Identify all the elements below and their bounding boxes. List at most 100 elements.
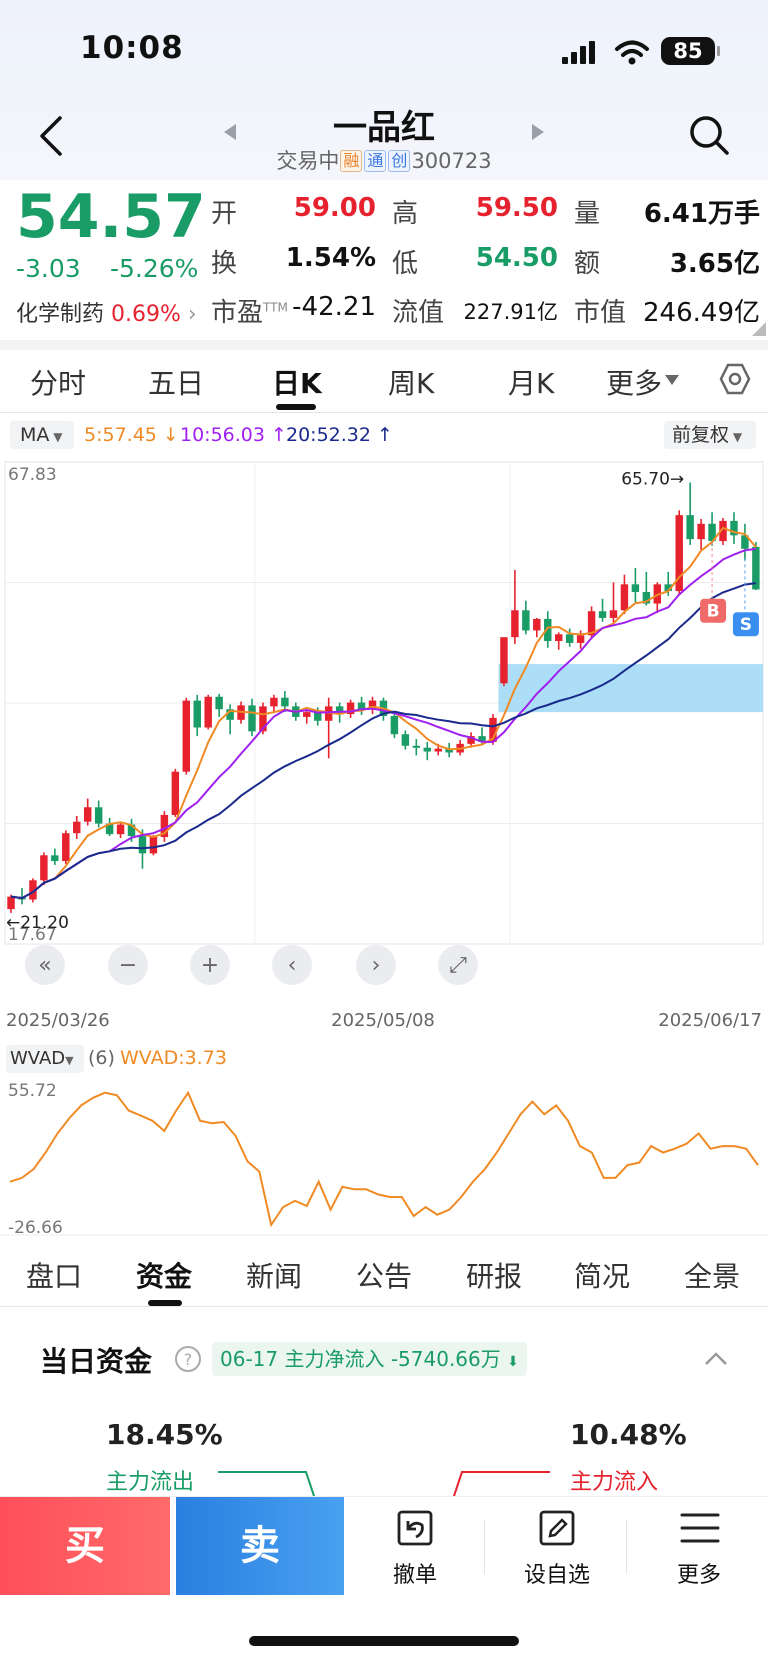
rewind-icon-bg (25, 945, 65, 985)
candle-body (193, 700, 201, 728)
candle-body (116, 824, 125, 835)
price-change: -3.03 (16, 254, 81, 283)
amount-label: 额 (574, 249, 601, 279)
candle-body (609, 610, 618, 618)
more-button[interactable]: 更多 (634, 1505, 764, 1590)
next-stock-icon[interactable] (530, 122, 546, 142)
candle-body (533, 618, 541, 631)
tab-intraday[interactable]: 分时 (30, 367, 87, 400)
wvad-chart: 55.72 -26.66 (0, 1081, 768, 1238)
candle-body (642, 592, 651, 604)
sector-link[interactable]: 化学制药 0.69% › (16, 296, 197, 328)
cancel-order-button[interactable]: 撤单 (350, 1505, 480, 1590)
wifi-icon (615, 40, 649, 65)
market-cap-value: 246.49亿 (643, 298, 760, 328)
stock-subtitle: 交易中融通创 300723 (0, 145, 768, 175)
tab-monthly-k[interactable]: 月K (508, 367, 555, 400)
low-value: 54.50 (475, 243, 558, 273)
ma10-line (10, 547, 757, 900)
high-label: 高 (392, 199, 419, 229)
chart-settings-icon[interactable] (718, 362, 752, 396)
candle-body (719, 520, 727, 542)
more-label: 更多 (676, 1563, 721, 1588)
tab-profile[interactable]: 简况 (574, 1260, 631, 1293)
tab-overview[interactable]: 全景 (684, 1260, 741, 1293)
candle-body (40, 855, 48, 881)
candle-body (467, 736, 475, 744)
buy-mark-label: B (707, 602, 720, 622)
tab-handicap[interactable]: 盘口 (26, 1260, 83, 1293)
tab-research[interactable]: 研报 (466, 1260, 523, 1293)
candle-body (412, 745, 421, 748)
candle-body (62, 833, 70, 862)
candle-body (368, 700, 377, 710)
help-icon[interactable]: ? (174, 1345, 202, 1373)
scroll-right-icon-button[interactable]: › (356, 945, 396, 985)
tab-weekly-k[interactable]: 周K (388, 367, 435, 400)
scroll-left-icon-button[interactable]: ‹ (272, 945, 312, 985)
candle-body (7, 896, 15, 910)
back-icon[interactable] (36, 115, 64, 157)
ma-selector[interactable]: MA ▼ (10, 421, 74, 449)
tab-more[interactable]: 更多 (606, 367, 663, 400)
rewind-icon-button[interactable]: « (25, 945, 65, 985)
sector-name: 化学制药 (16, 302, 105, 327)
add-watchlist-label: 设自选 (523, 1563, 590, 1588)
ma20-line (10, 582, 757, 900)
buy-button[interactable]: 买 (0, 1497, 170, 1595)
kline-chart[interactable]: 67.83 17.67 65.70→ ←21.20 BS « − + ‹ › ⤢ 2025/03/26… (0, 458, 768, 1038)
indicator-selector[interactable]: WVAD▼ (6, 1045, 84, 1073)
candle-body (752, 546, 760, 590)
toolbar-divider (484, 1520, 485, 1574)
sell-button[interactable]: 卖 (176, 1497, 344, 1595)
scroll-right-icon: › (372, 953, 381, 978)
float-cap-label: 流值 (392, 298, 445, 328)
tab-funds[interactable]: 资金 (136, 1260, 193, 1293)
section-divider (0, 340, 768, 350)
collapse-icon[interactable] (704, 1350, 728, 1366)
scroll-right-icon-bg (356, 945, 396, 985)
fullscreen-icon-button[interactable]: ⤢ (438, 945, 478, 985)
scroll-left-icon: ‹ (288, 953, 297, 978)
prev-stock-icon[interactable] (222, 122, 238, 142)
cancel-order-icon (397, 1510, 433, 1546)
candle-body (686, 515, 694, 540)
open-value: 59.00 (293, 193, 376, 223)
candle-body (423, 747, 431, 752)
wvad-param: (6) (88, 1047, 115, 1069)
candle-body (631, 584, 640, 593)
active-tab-indicator (276, 404, 316, 410)
candle-body (204, 696, 212, 728)
turnover-label: 换 (211, 249, 238, 279)
x-date-label: 2025/06/17 (658, 1010, 762, 1031)
candle-body (390, 715, 399, 735)
low-marker: ←21.20 (6, 913, 69, 933)
tag-margin: 融 (340, 150, 363, 172)
tab-five-day[interactable]: 五日 (148, 367, 205, 400)
sell-mark-label: S (740, 615, 752, 635)
add-watchlist-button[interactable]: 设自选 (492, 1505, 622, 1590)
candle-body (741, 535, 749, 549)
tab-announcements[interactable]: 公告 (356, 1260, 413, 1293)
svg-text:?: ? (184, 1350, 193, 1369)
volume-label: 量 (574, 199, 601, 229)
support-zone (498, 664, 763, 713)
sector-pct: 0.69% (111, 302, 181, 327)
candle-body (29, 880, 37, 900)
zoom-out-icon-button[interactable]: − (108, 945, 148, 985)
tab-news[interactable]: 新闻 (246, 1260, 303, 1293)
wvad-min-label: -26.66 (8, 1218, 63, 1238)
pe-value: -42.21 (292, 292, 376, 322)
candle-body (675, 515, 683, 592)
candle-body (489, 717, 497, 742)
corner-fold-icon (752, 322, 766, 336)
tab-daily-k[interactable]: 日K (272, 367, 322, 400)
x-date-label: 2025/05/08 (331, 1010, 435, 1031)
turnover-value: 1.54% (285, 243, 376, 273)
ma5-text: 5:57.45 (84, 424, 157, 446)
search-icon[interactable] (688, 114, 730, 156)
candle-body (127, 824, 136, 837)
adjust-selector[interactable]: 前复权 ▼ (664, 421, 756, 449)
candle-body (522, 610, 530, 631)
zoom-in-icon-button[interactable]: + (190, 945, 230, 985)
